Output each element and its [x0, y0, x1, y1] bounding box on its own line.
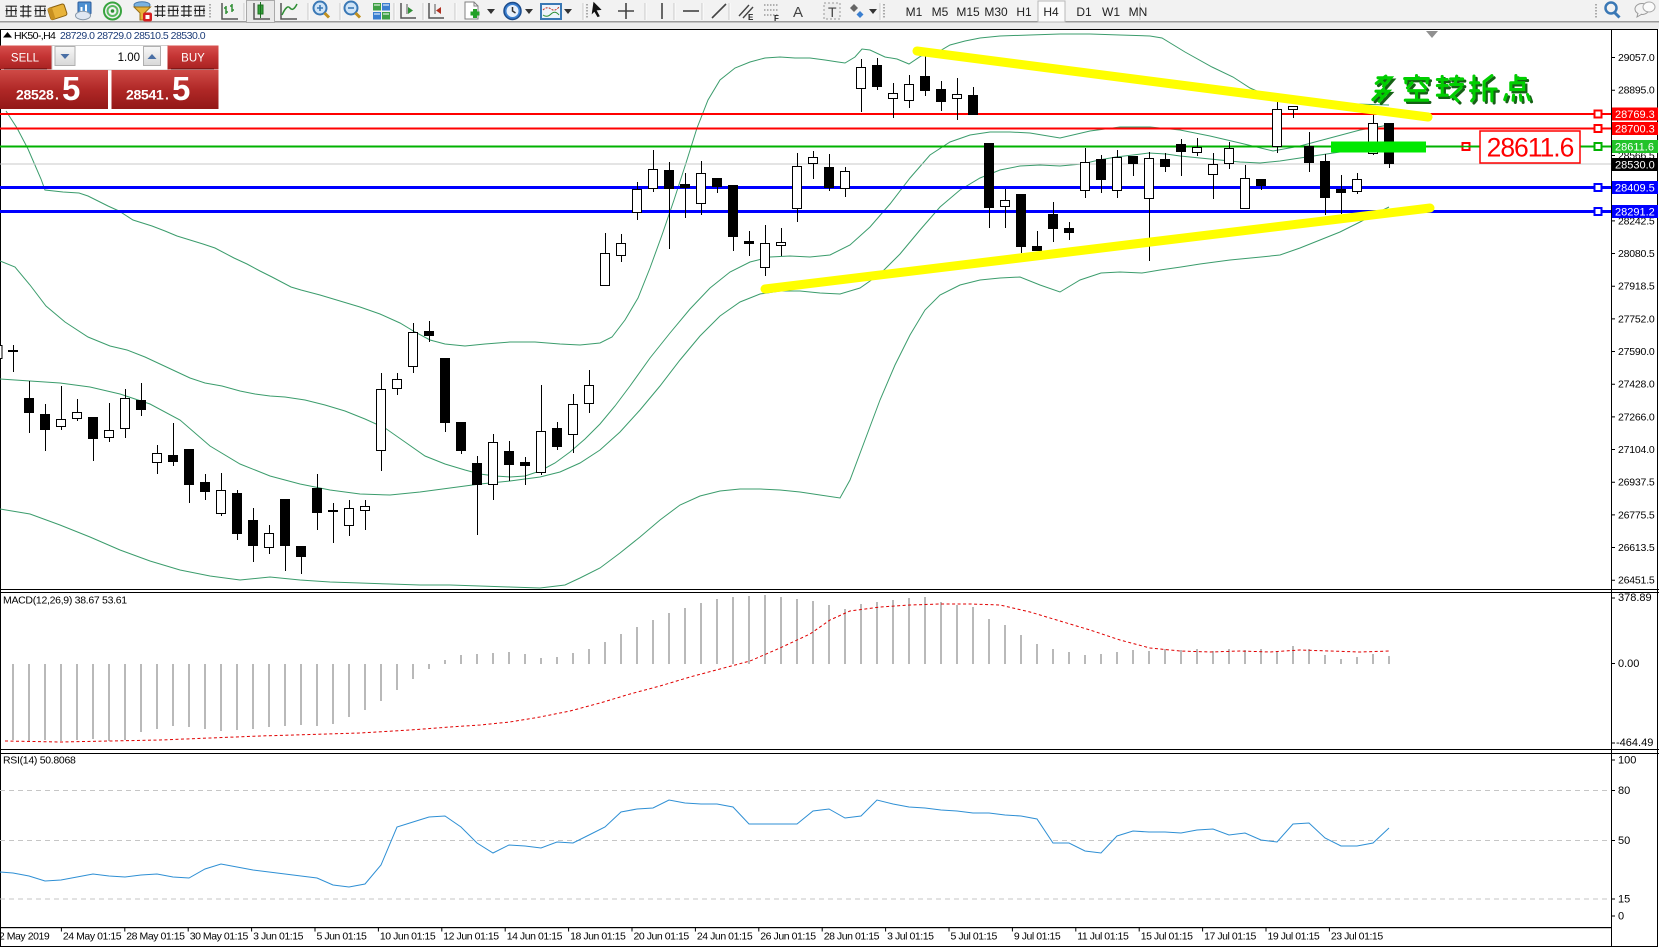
svg-text:H4: H4	[1043, 5, 1059, 19]
svg-text:27752.0: 27752.0	[1618, 313, 1655, 325]
svg-text:0: 0	[1618, 911, 1624, 923]
svg-text:28242.5: 28242.5	[1618, 215, 1655, 227]
svg-text:BUY: BUY	[181, 53, 205, 65]
svg-text:27428.0: 27428.0	[1618, 379, 1655, 391]
svg-text:28611.6: 28611.6	[1615, 142, 1654, 154]
svg-text:28611.6: 28611.6	[1487, 133, 1574, 163]
svg-text:26775.5: 26775.5	[1618, 509, 1655, 521]
svg-text:M5: M5	[932, 5, 949, 19]
svg-text:100: 100	[1618, 755, 1636, 767]
svg-text:15 Jul 01:15: 15 Jul 01:15	[1141, 931, 1193, 943]
svg-text:80: 80	[1618, 785, 1630, 797]
svg-text:10 Jun 01:15: 10 Jun 01:15	[380, 931, 436, 943]
svg-text:0.00: 0.00	[1618, 658, 1639, 670]
svg-text:26613.5: 26613.5	[1618, 542, 1655, 554]
svg-text:378.89: 378.89	[1618, 592, 1652, 604]
svg-text:MACD(12,26,9) 38.67 53.61: MACD(12,26,9) 38.67 53.61	[3, 595, 127, 607]
svg-text:30 May 01:15: 30 May 01:15	[190, 931, 249, 943]
svg-text:50: 50	[1618, 835, 1630, 847]
svg-text:5: 5	[62, 70, 80, 107]
svg-text:28530.0: 28530.0	[1615, 160, 1655, 172]
svg-text:14 Jun 01:15: 14 Jun 01:15	[507, 931, 563, 943]
svg-text:17 Jul 01:15: 17 Jul 01:15	[1204, 931, 1256, 943]
svg-text:27918.5: 27918.5	[1618, 281, 1655, 293]
svg-text:28 Jun 01:15: 28 Jun 01:15	[824, 931, 880, 943]
svg-text:-464.49: -464.49	[1616, 737, 1653, 749]
svg-text:28700.3: 28700.3	[1615, 124, 1655, 136]
svg-text:28291.2: 28291.2	[1615, 207, 1655, 219]
svg-text:28080.5: 28080.5	[1618, 248, 1655, 260]
svg-text:27590.0: 27590.0	[1618, 346, 1655, 358]
svg-text:F: F	[774, 14, 779, 23]
svg-text:HK50-,H4: HK50-,H4	[14, 30, 56, 42]
svg-text:9 Jul 01:15: 9 Jul 01:15	[1014, 931, 1061, 943]
svg-text:1.00: 1.00	[118, 52, 140, 64]
svg-text:24 May 01:15: 24 May 01:15	[63, 931, 122, 943]
svg-text:H1: H1	[1016, 5, 1032, 19]
svg-text:3 Jun 01:15: 3 Jun 01:15	[253, 931, 304, 943]
svg-text:28895.0: 28895.0	[1618, 85, 1655, 97]
svg-text:28409.5: 28409.5	[1615, 183, 1655, 195]
svg-text:29057.0: 29057.0	[1618, 52, 1655, 64]
svg-text:M1: M1	[906, 5, 923, 19]
svg-text:5 Jun 01:15: 5 Jun 01:15	[317, 931, 368, 943]
svg-text:A: A	[793, 4, 803, 21]
svg-text:24 Jun 01:15: 24 Jun 01:15	[697, 931, 753, 943]
svg-text:28769.3: 28769.3	[1615, 109, 1655, 121]
svg-text:M30: M30	[984, 5, 1008, 19]
svg-text:15: 15	[1618, 894, 1630, 906]
svg-text:T: T	[828, 4, 837, 20]
svg-text:19 Jul 01:15: 19 Jul 01:15	[1268, 931, 1320, 943]
svg-text:SELL: SELL	[11, 53, 40, 65]
svg-text:3 Jul 01:15: 3 Jul 01:15	[887, 931, 934, 943]
svg-text:MN: MN	[1129, 5, 1148, 19]
svg-text:28729.0 28729.0 28510.5 28530.: 28729.0 28729.0 28510.5 28530.0	[60, 30, 206, 42]
svg-text:M15: M15	[956, 5, 980, 19]
svg-text:11 Jul 01:15: 11 Jul 01:15	[1077, 931, 1129, 943]
svg-text:28 May 01:15: 28 May 01:15	[126, 931, 185, 943]
svg-text:26451.5: 26451.5	[1618, 575, 1655, 587]
svg-text:.: .	[165, 87, 169, 103]
svg-text:E: E	[748, 13, 754, 22]
svg-text:20 Jun 01:15: 20 Jun 01:15	[634, 931, 690, 943]
svg-text:28541: 28541	[126, 87, 164, 103]
svg-text:23 Jul 01:15: 23 Jul 01:15	[1331, 931, 1383, 943]
svg-text:W1: W1	[1102, 5, 1120, 19]
svg-text:27104.0: 27104.0	[1618, 444, 1655, 456]
svg-text:18 Jun 01:15: 18 Jun 01:15	[570, 931, 626, 943]
svg-text:27266.0: 27266.0	[1618, 411, 1655, 423]
svg-text:5 Jul 01:15: 5 Jul 01:15	[951, 931, 998, 943]
svg-text:5: 5	[172, 70, 190, 107]
svg-text:26937.5: 26937.5	[1618, 477, 1655, 489]
svg-text:28528: 28528	[16, 87, 54, 103]
svg-text:22 May 2019: 22 May 2019	[0, 931, 50, 943]
svg-text:12 Jun 01:15: 12 Jun 01:15	[443, 931, 499, 943]
svg-text:.: .	[55, 87, 59, 103]
svg-text:26 Jun 01:15: 26 Jun 01:15	[760, 931, 816, 943]
svg-text:D1: D1	[1076, 5, 1092, 19]
svg-text:RSI(14) 50.8068: RSI(14) 50.8068	[3, 755, 76, 767]
